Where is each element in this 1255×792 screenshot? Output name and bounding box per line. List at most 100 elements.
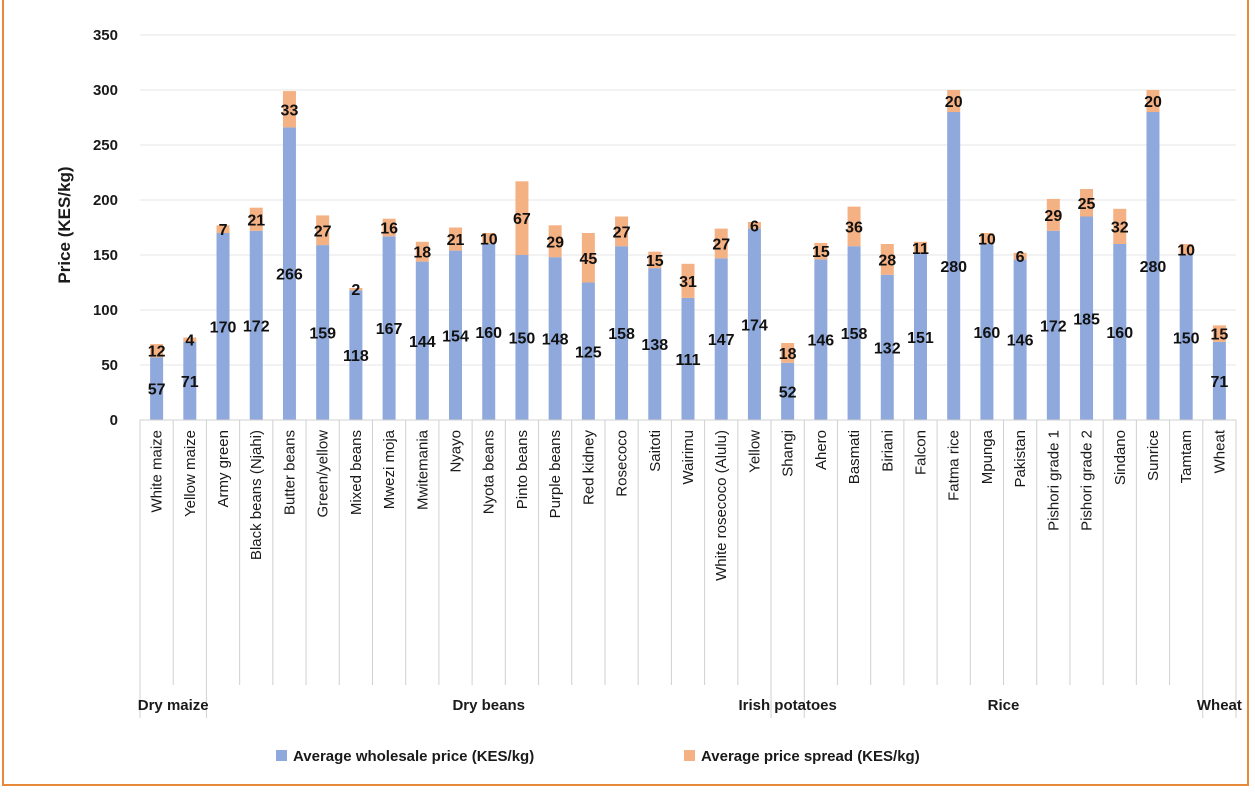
data-label-wholesale: 280 [940, 259, 967, 276]
bar-spread [615, 216, 629, 247]
data-label-spread: 15 [812, 244, 830, 261]
category-label: Mwitemania [414, 429, 431, 510]
bar-spread [814, 242, 828, 260]
category-label: Black beans (Njahi) [248, 430, 265, 560]
data-label-spread: 2 [351, 282, 360, 299]
y-tick-label: 350 [93, 27, 118, 44]
data-label-spread: 10 [480, 232, 498, 249]
category-label: Nyota beans [481, 430, 498, 514]
y-tick-label: 300 [93, 82, 118, 99]
bar-spread [581, 233, 595, 283]
category-label: Ahero [813, 430, 830, 470]
legend-label-spread: Average price spread (KES/kg) [701, 748, 920, 765]
bar-wholesale [581, 282, 595, 420]
data-label-spread: 33 [281, 102, 299, 119]
bar-spread [548, 225, 562, 258]
data-label-spread: 29 [1044, 208, 1062, 225]
bar-spread [1212, 325, 1226, 342]
category-label: Red kidney [580, 430, 597, 506]
data-label-spread: 11 [912, 241, 929, 258]
bar-spread [947, 90, 961, 112]
category-label: Rosecoco [614, 430, 631, 497]
bar-wholesale [349, 290, 363, 420]
bar-wholesale [249, 230, 263, 420]
category-label: Biriani [879, 430, 896, 472]
bar-wholesale [648, 268, 662, 420]
bar-wholesale [382, 236, 396, 420]
data-label-wholesale: 150 [1173, 331, 1200, 348]
bar-spread [714, 228, 728, 259]
bar-spread [980, 233, 994, 244]
data-label-wholesale: 266 [276, 267, 303, 284]
data-label-wholesale: 151 [907, 330, 934, 347]
data-label-wholesale: 147 [708, 332, 735, 349]
data-label-spread: 67 [513, 211, 531, 228]
bar-spread [648, 251, 662, 269]
bar-spread [681, 263, 695, 298]
data-label-wholesale: 71 [181, 374, 199, 391]
data-labels: 5712714170717221266331592711821671614418… [148, 94, 1229, 401]
bar-spread [150, 344, 164, 358]
group-label: Dry beans [452, 697, 525, 714]
bar-spread [216, 225, 230, 233]
bar-wholesale [1146, 112, 1160, 420]
data-label-wholesale: 154 [442, 328, 469, 345]
bar-wholesale [747, 228, 761, 420]
data-label-wholesale: 160 [475, 325, 502, 342]
category-label: Purple beans [547, 430, 564, 518]
bar-wholesale [947, 112, 961, 420]
group-label: Dry maize [138, 697, 209, 714]
data-label-spread: 10 [978, 232, 996, 249]
data-label-wholesale: 150 [509, 331, 536, 348]
category-label: Pishori grade 1 [1045, 430, 1062, 531]
bar-spread [1146, 90, 1160, 112]
bar-wholesale [316, 245, 330, 420]
y-tick-label: 0 [110, 412, 118, 429]
data-label-spread: 27 [712, 236, 730, 253]
bar-spread [781, 343, 795, 363]
bar-wholesale [150, 357, 164, 420]
bar-spread [747, 222, 761, 229]
bar-wholesale [913, 253, 927, 420]
category-label: Army green [215, 430, 232, 508]
bar-wholesale [781, 362, 795, 420]
y-tick-label: 150 [93, 247, 118, 264]
bar-spread [1080, 189, 1094, 217]
data-label-spread: 31 [679, 274, 697, 291]
bar-spread [913, 241, 927, 254]
bar-wholesale [482, 244, 496, 420]
bar-spread [880, 244, 894, 275]
bar-wholesale [1179, 255, 1193, 420]
data-label-wholesale: 159 [309, 326, 336, 343]
category-label: Pakistan [1012, 430, 1029, 488]
bar-spread [183, 337, 197, 342]
y-tick-label: 250 [93, 137, 118, 154]
category-label: Sunrice [1145, 430, 1162, 481]
bar-spread [316, 215, 330, 246]
legend: Average wholesale price (KES/kg) Average… [276, 748, 920, 765]
data-label-wholesale: 71 [1210, 374, 1228, 391]
bar-wholesale [714, 258, 728, 420]
data-label-spread: 25 [1078, 196, 1096, 213]
category-label: Yellow [746, 430, 763, 473]
bar-wholesale [880, 274, 894, 420]
category-label: Tamtam [1178, 430, 1195, 483]
group-label: Wheat [1197, 697, 1242, 714]
data-label-wholesale: 174 [741, 317, 768, 334]
category-label: Falcon [912, 430, 929, 475]
bar-spread [282, 91, 296, 128]
data-label-wholesale: 118 [343, 348, 369, 365]
data-label-wholesale: 172 [243, 318, 270, 335]
bar-wholesale [1080, 216, 1094, 420]
legend-swatch-wholesale [276, 750, 287, 761]
category-label: Sindano [1112, 430, 1129, 485]
data-label-wholesale: 144 [409, 334, 436, 351]
data-label-spread: 6 [750, 218, 759, 235]
data-label-wholesale: 280 [1140, 259, 1167, 276]
bar-wholesale [548, 257, 562, 420]
data-label-wholesale: 158 [841, 326, 868, 343]
data-label-wholesale: 167 [376, 321, 403, 338]
category-label: Wheat [1211, 429, 1228, 473]
